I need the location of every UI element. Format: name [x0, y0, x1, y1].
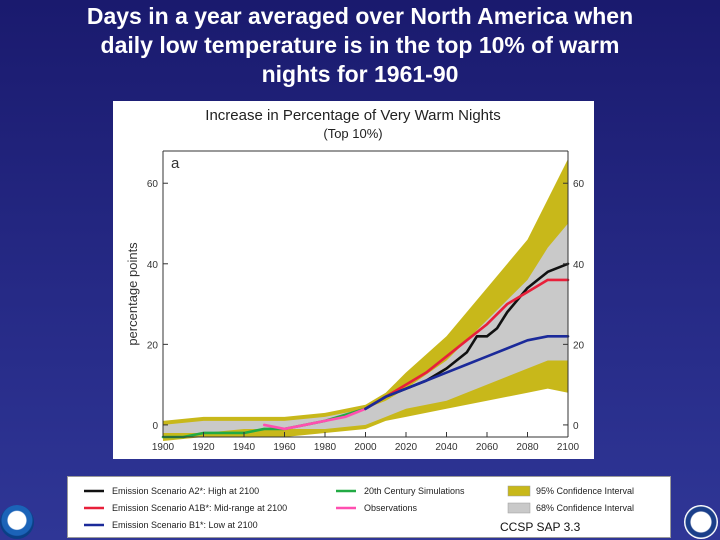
- chart-svg: Increase in Percentage of Very Warm Nigh…: [125, 107, 585, 453]
- chart-subtitle: (Top 10%): [323, 126, 382, 141]
- slide-title: Days in a year averaged over North Ameri…: [86, 3, 634, 87]
- y-tick-label: 20: [147, 340, 159, 351]
- legend-label: 68% Confidence Interval: [536, 503, 634, 513]
- band-ci95: [163, 159, 568, 442]
- y-tick-label: 60: [147, 179, 159, 190]
- x-tick-label: 1920: [192, 442, 215, 453]
- x-tick-label: 2060: [476, 442, 499, 453]
- x-tick-label: 1960: [273, 442, 296, 453]
- source-label: CCSP SAP 3.3: [500, 520, 581, 534]
- x-tick-label: 1900: [152, 442, 175, 453]
- y-axis-label: percentage points: [125, 242, 140, 346]
- series-line-4: [364, 334, 570, 411]
- legend-label: Emission Scenario A2*: High at 2100: [112, 486, 259, 496]
- legend-label: 95% Confidence Interval: [536, 486, 634, 496]
- legend-svg: Emission Scenario A2*: High at 2100 Emiss…: [84, 485, 634, 530]
- commerce-seal-icon: [684, 505, 718, 539]
- chart-panel: Increase in Percentage of Very Warm Nigh…: [113, 101, 594, 459]
- y-tick-label-right: 20: [573, 340, 585, 351]
- legend-label: 20th Century Simulations: [364, 486, 465, 496]
- legend-panel: Emission Scenario A2*: High at 2100 Emiss…: [67, 476, 671, 538]
- x-tick-label: 2080: [516, 442, 539, 453]
- x-tick-label: 2000: [354, 442, 377, 453]
- legend-swatch: [507, 485, 531, 497]
- x-tick-label: 1980: [314, 442, 337, 453]
- y-tick-label: 40: [147, 260, 159, 271]
- y-tick-label: 0: [152, 421, 158, 432]
- panel-label: a: [171, 155, 180, 172]
- series-line-1: [262, 407, 367, 431]
- series-line-3: [364, 278, 570, 411]
- y-tick-label-right: 40: [573, 260, 585, 271]
- x-tick-label: 2100: [557, 442, 580, 453]
- x-tick-label: 1940: [233, 442, 256, 453]
- x-tick-label: 2040: [435, 442, 458, 453]
- x-tick-label: 2020: [395, 442, 418, 453]
- legend-swatch: [507, 502, 531, 514]
- y-tick-label-right: 0: [573, 421, 579, 432]
- chart-title: Increase in Percentage of Very Warm Nigh…: [205, 107, 500, 124]
- legend-label: Emission Scenario A1B*: Mid-range at 210…: [112, 503, 287, 513]
- y-tick-label-right: 60: [573, 179, 585, 190]
- legend-label: Emission Scenario B1*: Low at 2100: [112, 520, 258, 530]
- legend-label: Observations: [364, 503, 418, 513]
- noaa-logo-icon: [0, 505, 34, 539]
- band-ci68: [163, 223, 568, 433]
